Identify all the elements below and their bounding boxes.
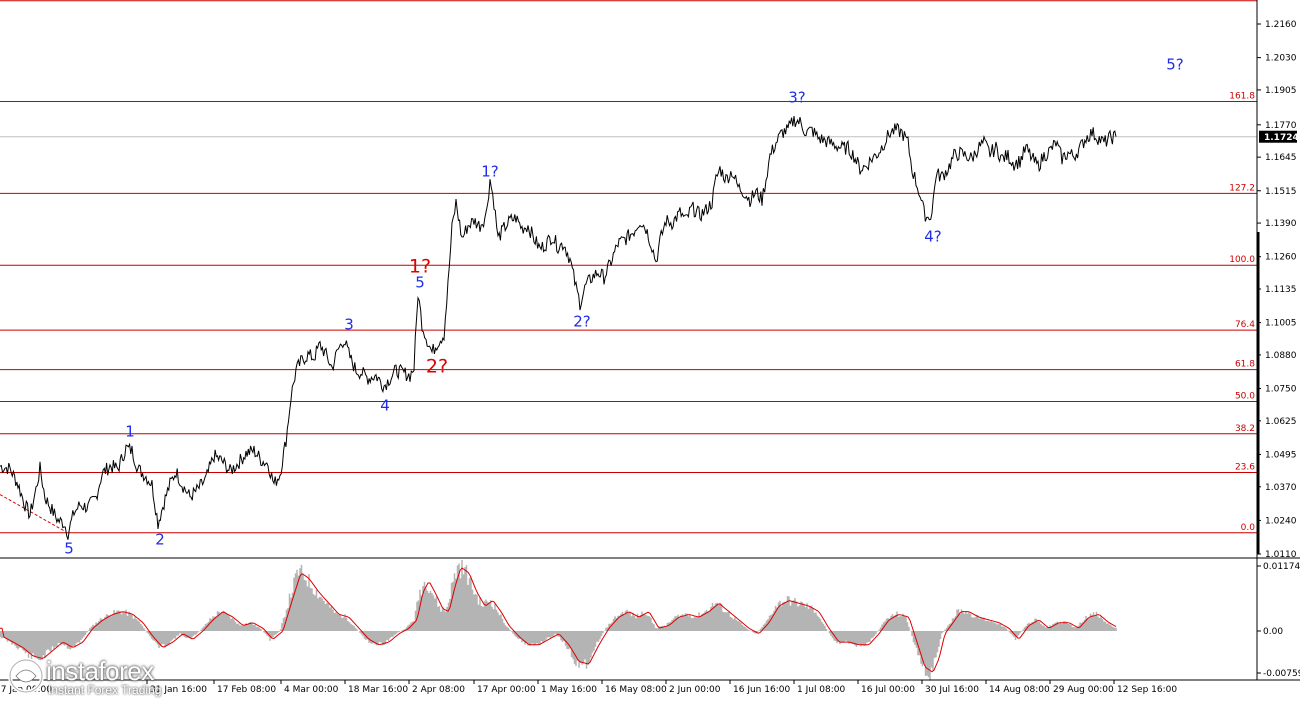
wave-label: 5?	[1166, 56, 1184, 74]
wave-label: 2?	[426, 356, 448, 378]
wave-label: 1?	[409, 256, 431, 278]
osc-tick-label: 0.00	[1263, 627, 1283, 637]
x-tick-label: 2 Apr 08:00	[412, 685, 465, 695]
x-tick-label: 4 Mar 00:00	[284, 685, 339, 695]
y-tick-label: 1.1905	[1265, 86, 1297, 96]
current-price-box	[1259, 130, 1297, 143]
y-tick-label: 1.1645	[1265, 153, 1297, 163]
y-tick-label: 1.1515	[1265, 187, 1297, 197]
x-tick-label: 16 May 08:00	[605, 685, 667, 695]
wave-label: 3?	[788, 89, 806, 107]
fib-label: 50.0	[1235, 391, 1255, 401]
fib-label: 127.2	[1229, 183, 1255, 193]
price-panel: 0.023.638.250.061.876.4100.0127.2161.851…	[0, 0, 1257, 558]
fib-label: 76.4	[1235, 320, 1255, 330]
y-tick-label: 1.0370	[1265, 483, 1297, 493]
watermark-tagline: Instant Forex Trading	[48, 683, 162, 697]
x-tick-label: 14 Aug 08:00	[989, 685, 1050, 695]
x-tick-label: 31 Jan 16:00	[150, 685, 207, 695]
x-tick-label: 1 May 16:00	[541, 685, 597, 695]
y-tick-label: 1.1260	[1265, 253, 1297, 263]
trend-dashed-line	[0, 494, 65, 532]
osc-tick-label: -0.00759	[1263, 669, 1300, 679]
y-tick-label: 1.0625	[1265, 417, 1297, 427]
y-tick-label: 1.1770	[1265, 121, 1297, 131]
x-tick-label: 17 Feb 08:00	[217, 685, 276, 695]
wave-label: 2?	[573, 313, 591, 331]
y-tick-label: 1.0240	[1265, 516, 1297, 526]
x-tick-label: 29 Aug 00:00	[1053, 685, 1114, 695]
oscillator-signal-line	[0, 567, 1117, 673]
y-tick-label: 1.1135	[1265, 285, 1297, 295]
y-tick-label: 1.2030	[1265, 54, 1297, 64]
osc-tick-label: 0.01174	[1263, 562, 1300, 572]
watermark-brand: instaforex	[46, 656, 154, 686]
x-tick-label: 2 Jun 00:00	[669, 685, 721, 695]
x-tick-label: 1 Jul 08:00	[797, 685, 846, 695]
y-tick-label: 1.0880	[1265, 351, 1297, 361]
fib-label: 100.0	[1229, 255, 1255, 265]
wave-label: 1	[125, 423, 135, 441]
wave-label: 4?	[924, 228, 942, 246]
oscillator-panel	[0, 560, 1117, 681]
x-tick-label: 18 Mar 16:00	[348, 685, 408, 695]
wave-label: 3	[344, 316, 354, 334]
wave-label: 5	[415, 274, 425, 292]
y-tick-label: 1.1390	[1265, 219, 1297, 229]
wave-label: 1?	[481, 163, 499, 181]
wave-label: 4	[380, 397, 390, 415]
instaforex-watermark: instaforex Instant Forex Trading	[4, 652, 204, 698]
fib-label: 0.0	[1241, 523, 1256, 533]
fib-label: 161.8	[1229, 92, 1255, 102]
x-tick-label: 30 Jul 16:00	[925, 685, 979, 695]
fib-label: 61.8	[1235, 360, 1255, 370]
y-tick-label: 1.0750	[1265, 385, 1297, 395]
current-price-label: 1.1724	[1264, 133, 1299, 143]
y-tick-label: 1.0495	[1265, 450, 1297, 460]
fib-label: 23.6	[1235, 463, 1255, 473]
y-tick-label: 1.0110	[1265, 550, 1297, 560]
x-tick-label: 16 Jul 00:00	[861, 685, 915, 695]
oscillator-histogram	[0, 560, 1117, 681]
wave-label: 2	[155, 531, 165, 549]
x-tick-label: 17 Apr 00:00	[477, 685, 536, 695]
wave-label: 5	[64, 540, 74, 558]
y-tick-label: 1.2160	[1265, 20, 1297, 30]
x-tick-label: 12 Sep 16:00	[1117, 685, 1177, 695]
fib-label: 38.2	[1235, 424, 1255, 434]
instaforex-logo-icon	[8, 658, 44, 694]
price-series-line	[0, 115, 1117, 540]
y-tick-label: 1.1005	[1265, 319, 1297, 329]
x-tick-label: 16 Jun 16:00	[733, 685, 790, 695]
